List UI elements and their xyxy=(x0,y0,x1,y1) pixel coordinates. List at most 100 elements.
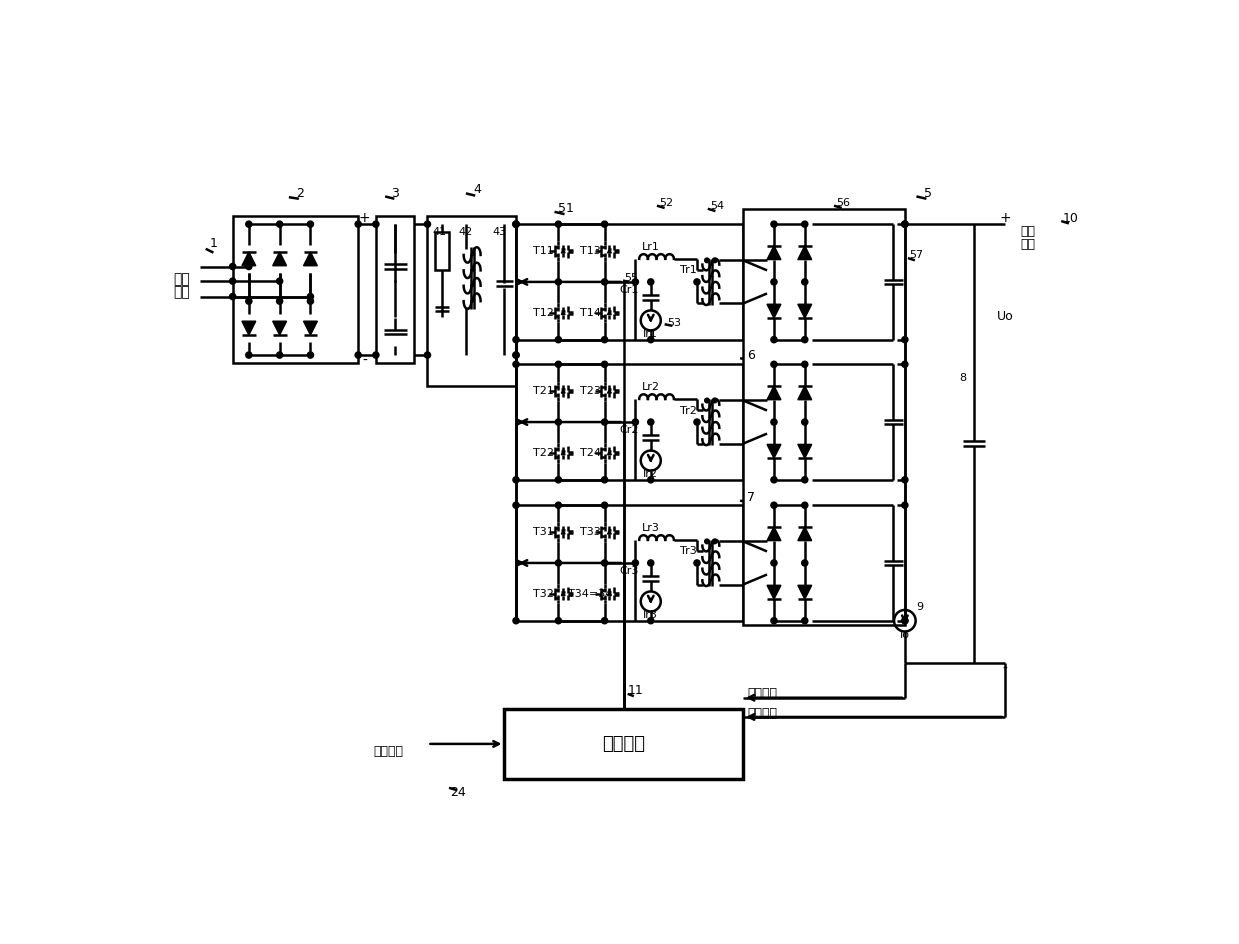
Circle shape xyxy=(902,221,908,228)
Circle shape xyxy=(771,617,777,624)
Circle shape xyxy=(771,278,777,285)
Text: 54: 54 xyxy=(710,201,724,211)
Circle shape xyxy=(632,419,638,425)
Circle shape xyxy=(601,617,607,624)
Text: Cr1: Cr1 xyxy=(620,284,639,295)
Circle shape xyxy=(513,352,519,358)
Circle shape xyxy=(356,221,362,228)
Polygon shape xyxy=(561,592,565,596)
Text: Lr1: Lr1 xyxy=(642,243,659,252)
Text: Cr2: Cr2 xyxy=(620,425,639,435)
Polygon shape xyxy=(798,245,812,260)
Polygon shape xyxy=(242,321,255,335)
Circle shape xyxy=(694,419,700,425)
Text: 56: 56 xyxy=(836,197,850,208)
Circle shape xyxy=(601,560,607,566)
Polygon shape xyxy=(767,245,781,260)
Circle shape xyxy=(373,221,379,228)
Circle shape xyxy=(632,278,638,285)
Bar xyxy=(515,364,743,480)
Text: 57: 57 xyxy=(909,250,923,260)
Text: 8: 8 xyxy=(959,373,966,383)
Text: Tr3: Tr3 xyxy=(680,547,698,556)
Circle shape xyxy=(555,419,561,425)
Circle shape xyxy=(276,221,282,228)
Circle shape xyxy=(601,337,607,343)
Bar xyxy=(233,216,358,362)
Circle shape xyxy=(705,539,709,544)
Circle shape xyxy=(601,502,607,508)
Text: 10: 10 xyxy=(1063,211,1078,225)
Polygon shape xyxy=(798,386,812,399)
Polygon shape xyxy=(767,304,781,318)
Circle shape xyxy=(648,419,654,425)
Circle shape xyxy=(802,560,808,566)
Circle shape xyxy=(712,398,717,403)
Circle shape xyxy=(245,221,252,228)
Text: 7: 7 xyxy=(747,491,755,504)
Circle shape xyxy=(771,419,777,425)
Text: Tr2: Tr2 xyxy=(680,406,698,415)
Polygon shape xyxy=(607,389,611,393)
Circle shape xyxy=(771,502,777,508)
Text: T23: T23 xyxy=(580,386,601,396)
Text: 42: 42 xyxy=(458,227,473,237)
Circle shape xyxy=(307,352,313,358)
Polygon shape xyxy=(607,531,611,534)
Circle shape xyxy=(555,617,561,624)
Circle shape xyxy=(771,560,777,566)
Circle shape xyxy=(276,278,282,284)
Polygon shape xyxy=(607,249,611,253)
Text: 3: 3 xyxy=(392,187,399,200)
Text: T24: T24 xyxy=(580,447,601,458)
Circle shape xyxy=(513,362,519,367)
Circle shape xyxy=(802,221,808,228)
Text: 1: 1 xyxy=(209,237,217,250)
Circle shape xyxy=(712,539,717,544)
Bar xyxy=(435,232,449,270)
Circle shape xyxy=(555,278,561,285)
Text: Cr3: Cr3 xyxy=(620,565,639,576)
Text: 24: 24 xyxy=(451,786,466,799)
Polygon shape xyxy=(561,389,565,393)
Polygon shape xyxy=(767,445,781,458)
Circle shape xyxy=(694,278,700,285)
Polygon shape xyxy=(561,531,565,534)
Bar xyxy=(375,216,414,362)
Text: Lr3: Lr3 xyxy=(642,523,659,533)
Polygon shape xyxy=(798,585,812,599)
Text: 11: 11 xyxy=(627,683,643,697)
Text: 51: 51 xyxy=(558,202,574,215)
Polygon shape xyxy=(767,585,781,599)
Text: 53: 53 xyxy=(667,318,681,328)
Text: 直流: 直流 xyxy=(1021,226,1036,238)
Polygon shape xyxy=(607,311,611,314)
Circle shape xyxy=(648,337,654,343)
Circle shape xyxy=(245,298,252,304)
Text: T12: T12 xyxy=(533,308,554,318)
Circle shape xyxy=(373,352,379,358)
Text: Lr2: Lr2 xyxy=(642,382,660,393)
Circle shape xyxy=(229,278,235,284)
Polygon shape xyxy=(767,527,781,541)
Circle shape xyxy=(513,502,519,508)
Circle shape xyxy=(513,221,519,228)
Text: 43: 43 xyxy=(492,227,507,237)
Polygon shape xyxy=(242,252,255,266)
Circle shape xyxy=(802,362,808,367)
Text: T11: T11 xyxy=(534,246,554,256)
Text: 输出电流: 输出电流 xyxy=(747,687,777,700)
Circle shape xyxy=(356,352,362,358)
Circle shape xyxy=(802,337,808,343)
Circle shape xyxy=(802,278,808,285)
Circle shape xyxy=(771,337,777,343)
Polygon shape xyxy=(798,445,812,458)
Text: T34=34: T34=34 xyxy=(567,589,612,598)
Polygon shape xyxy=(798,527,812,541)
Circle shape xyxy=(513,477,519,483)
Circle shape xyxy=(513,221,519,228)
Circle shape xyxy=(712,258,717,262)
Circle shape xyxy=(902,221,908,228)
Text: T32: T32 xyxy=(533,589,554,598)
Circle shape xyxy=(307,221,313,228)
